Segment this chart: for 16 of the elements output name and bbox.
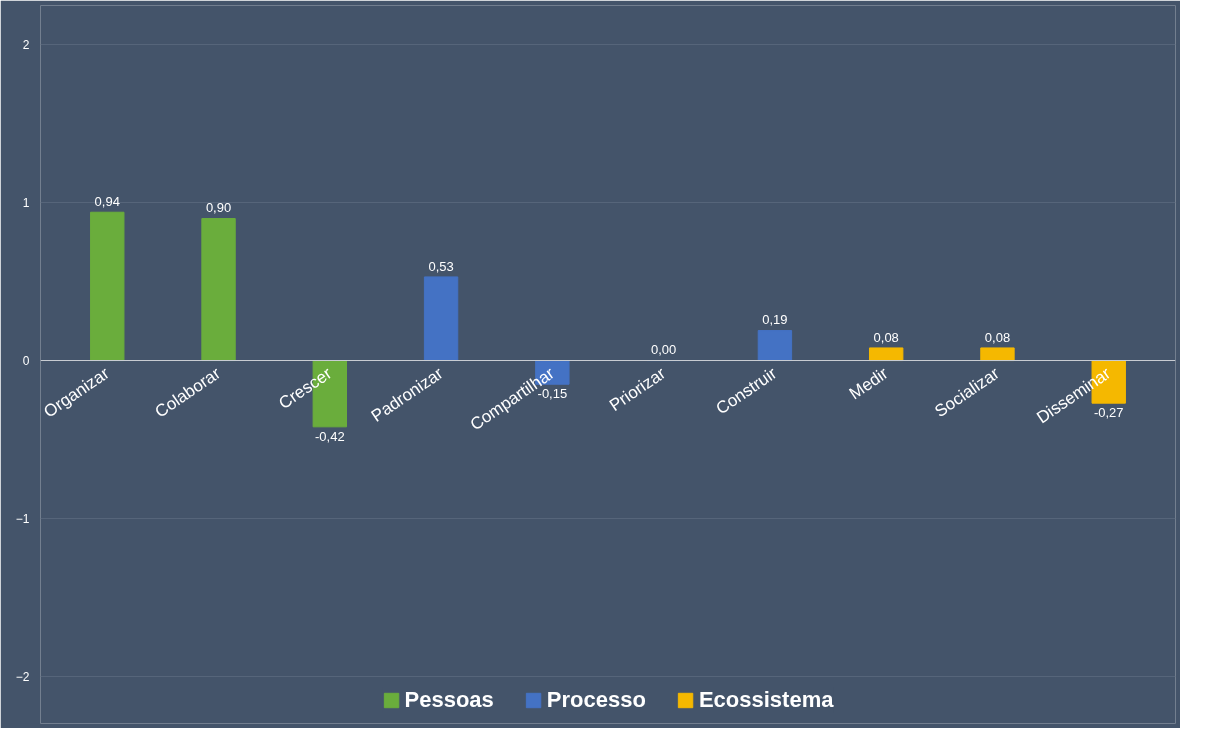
legend-label: Ecossistema: [698, 687, 834, 713]
y-tick-label: 0: [22, 354, 30, 369]
data-label: 0,90: [205, 200, 232, 216]
y-tick-label: −1: [15, 511, 30, 526]
data-label: 0,53: [428, 258, 454, 274]
legend-label: Pessoas: [404, 687, 494, 713]
y-tick-label: 1: [22, 196, 30, 211]
data-label: 0,08: [873, 329, 899, 345]
data-label: -0,42: [315, 428, 345, 444]
data-label: 0,00: [650, 342, 677, 358]
data-label: 0,19: [762, 312, 788, 328]
data-label: 0,94: [94, 193, 120, 209]
y-tick-label: 2: [22, 38, 30, 53]
legend-label: Processo: [546, 687, 646, 713]
y-tick-label: −2: [15, 669, 30, 684]
data-label: 0,08: [984, 329, 1011, 345]
